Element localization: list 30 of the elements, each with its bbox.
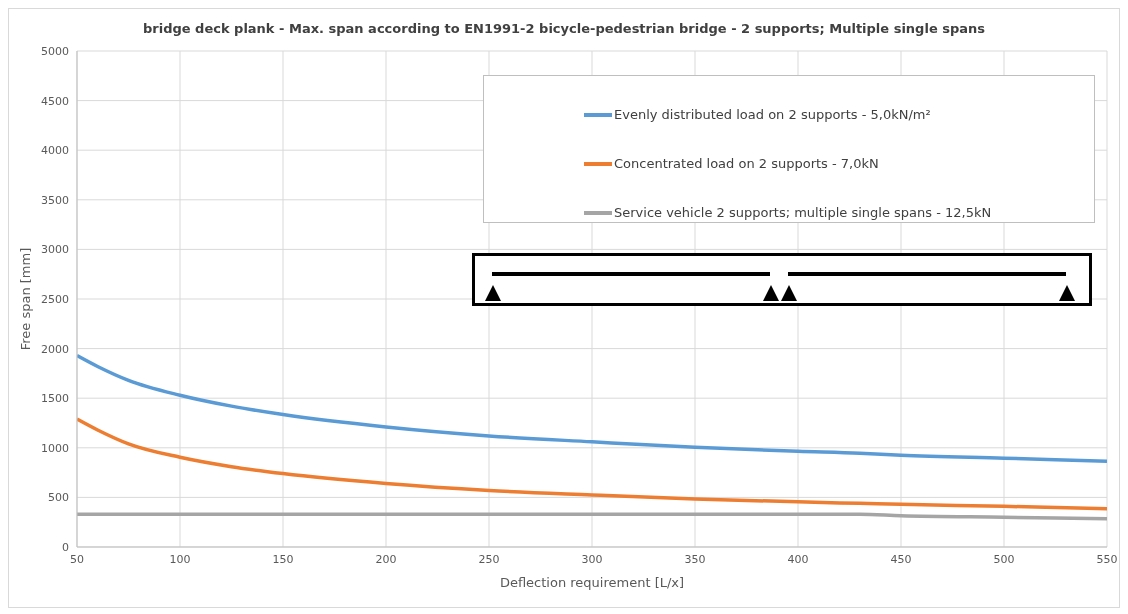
x-tick-label: 100 — [169, 552, 191, 566]
x-tick-label: 200 — [375, 552, 397, 566]
x-tick-label: 450 — [890, 552, 912, 566]
y-tick-label: 0 — [62, 540, 69, 554]
x-tick-label: 550 — [1096, 552, 1118, 566]
y-tick-label: 500 — [48, 491, 69, 505]
x-tick-label: 150 — [272, 552, 294, 566]
x-tick-label: 50 — [70, 552, 84, 566]
x-tick-label: 250 — [478, 552, 500, 566]
y-tick-label: 3500 — [41, 193, 69, 207]
y-tick-label: 2500 — [41, 292, 69, 306]
x-tick-label: 400 — [787, 552, 809, 566]
y-tick-label: 3000 — [41, 243, 69, 257]
y-tick-label: 2000 — [41, 342, 69, 356]
y-tick-label: 1000 — [41, 441, 69, 455]
y-tick-label: 1500 — [41, 392, 69, 406]
legend-label: Concentrated load on 2 supports - 7,0kN — [614, 156, 879, 171]
x-tick-label: 350 — [684, 552, 706, 566]
y-tick-label: 5000 — [41, 44, 69, 58]
y-tick-label: 4500 — [41, 94, 69, 108]
x-tick-label: 300 — [581, 552, 603, 566]
chart-title: bridge deck plank - Max. span according to EN1991-2 bicycle-pedestrian bridge - 2 supports; Multiple single spans — [141, 21, 987, 36]
x-tick-label: 500 — [993, 552, 1015, 566]
legend-label: Evenly distributed load on 2 supports - 5,0kN/m² — [614, 107, 931, 122]
line-series — [77, 353, 1107, 463]
legend-label: Service vehicle 2 supports; multiple single spans - 12,5kN — [614, 205, 992, 220]
y-axis-title: Free span [mm] — [17, 247, 33, 351]
y-tick-label: 4000 — [41, 144, 69, 158]
x-axis-title: Deflection requirement [L/x] — [499, 575, 685, 590]
line-series — [77, 417, 1107, 511]
